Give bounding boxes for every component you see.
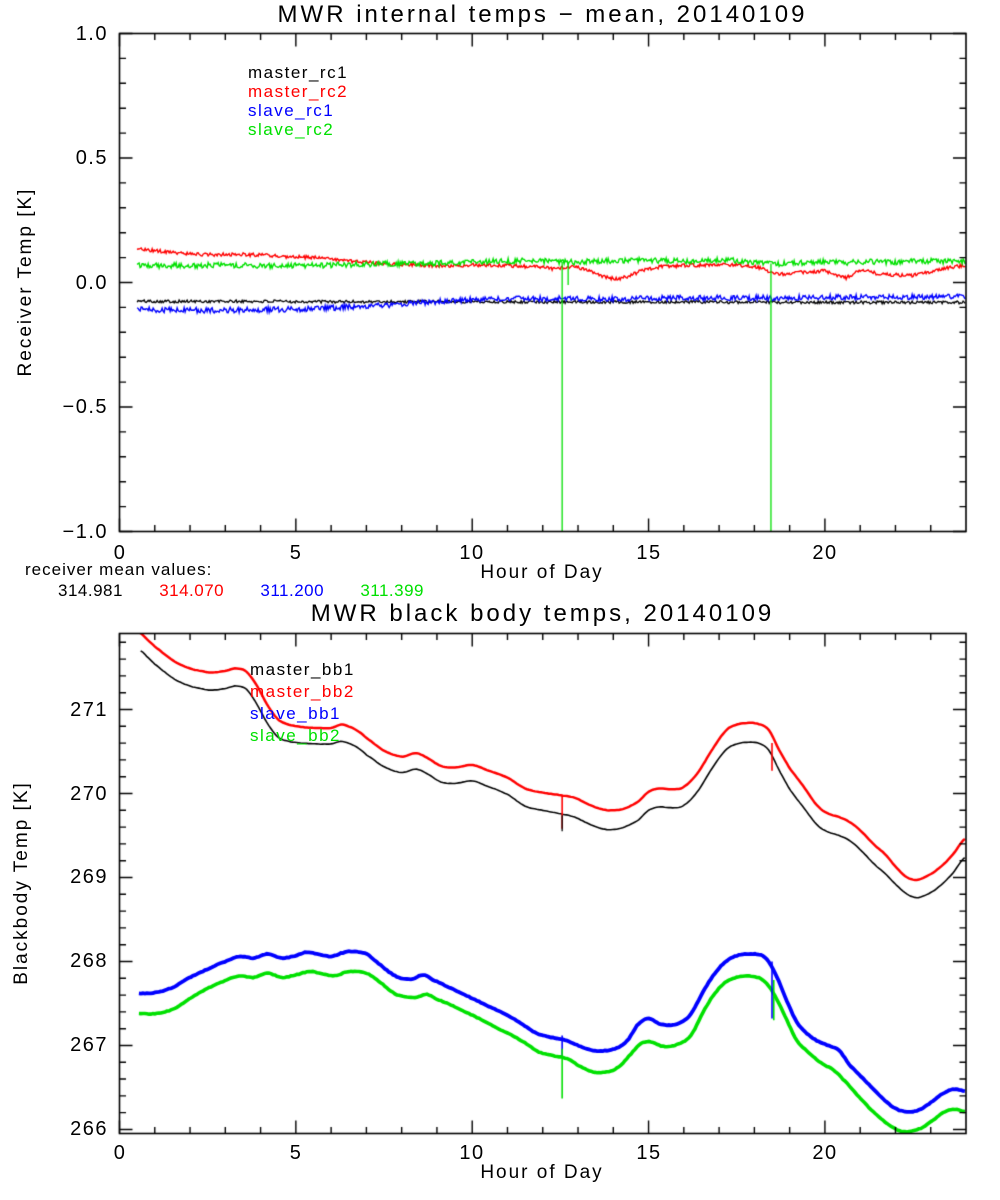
- mean-value-slave-rc1: 311.200: [260, 581, 325, 600]
- legend-item-master-rc1: master_rc1: [248, 63, 349, 82]
- x-tick-label: 5: [289, 1142, 303, 1164]
- bottom-x-axis-label: Hour of Day: [480, 1162, 604, 1183]
- legend-item-master-rc2: master_rc2: [248, 82, 349, 101]
- y-tick-label: 266: [70, 1118, 108, 1140]
- x-tick-label: 15: [636, 1142, 662, 1164]
- legend-item-slave-rc1: slave_rc1: [248, 101, 335, 120]
- y-tick-label: 0.0: [75, 272, 108, 294]
- y-tick-label: 268: [70, 950, 108, 972]
- y-tick-label: 1.0: [75, 23, 108, 45]
- top-panel-title: MWR internal temps − mean, 20140109: [277, 1, 808, 28]
- mean-value-master-rc1: 314.981: [58, 581, 123, 600]
- y-tick-label: −1.0: [62, 521, 108, 543]
- legend-item-slave-bb2: slave_bb2: [250, 726, 342, 745]
- x-tick-label: 10: [459, 542, 485, 564]
- x-tick-label: 20: [812, 1142, 838, 1164]
- legend-item-master-bb2: master_bb2: [250, 682, 355, 701]
- bottom-panel-legend: master_bb1 master_bb2 slave_bb1 slave_bb…: [250, 659, 355, 747]
- bottom-panel-title: MWR black body temps, 20140109: [310, 600, 775, 627]
- x-tick-label: 0: [113, 542, 127, 564]
- y-tick-label: 0.5: [75, 147, 108, 169]
- y-tick-label: 267: [70, 1034, 108, 1056]
- top-x-axis-label: Hour of Day: [480, 562, 604, 583]
- top-panel-legend: master_rc1 master_rc2 slave_rc1 slave_rc…: [248, 63, 348, 139]
- y-tick-label: 271: [70, 699, 108, 721]
- x-tick-label: 20: [812, 542, 838, 564]
- receiver-mean-values-label: receiver mean values:: [25, 560, 213, 579]
- x-tick-label: 0: [113, 1142, 127, 1164]
- y-tick-label: 269: [70, 866, 108, 888]
- legend-item-slave-bb1: slave_bb1: [250, 704, 342, 723]
- receiver-mean-values: 314.981 314.070 311.200 311.399: [58, 581, 455, 601]
- mean-value-slave-rc2: 311.399: [360, 581, 425, 600]
- mean-value-master-rc2: 314.070: [159, 581, 225, 600]
- y-tick-label: −0.5: [62, 396, 108, 418]
- x-tick-label: 15: [636, 542, 662, 564]
- x-tick-label: 5: [289, 542, 303, 564]
- legend-item-slave-rc2: slave_rc2: [248, 120, 335, 139]
- x-tick-label: 10: [459, 1142, 485, 1164]
- y-tick-label: 270: [70, 783, 108, 805]
- legend-item-master-bb1: master_bb1: [250, 660, 355, 679]
